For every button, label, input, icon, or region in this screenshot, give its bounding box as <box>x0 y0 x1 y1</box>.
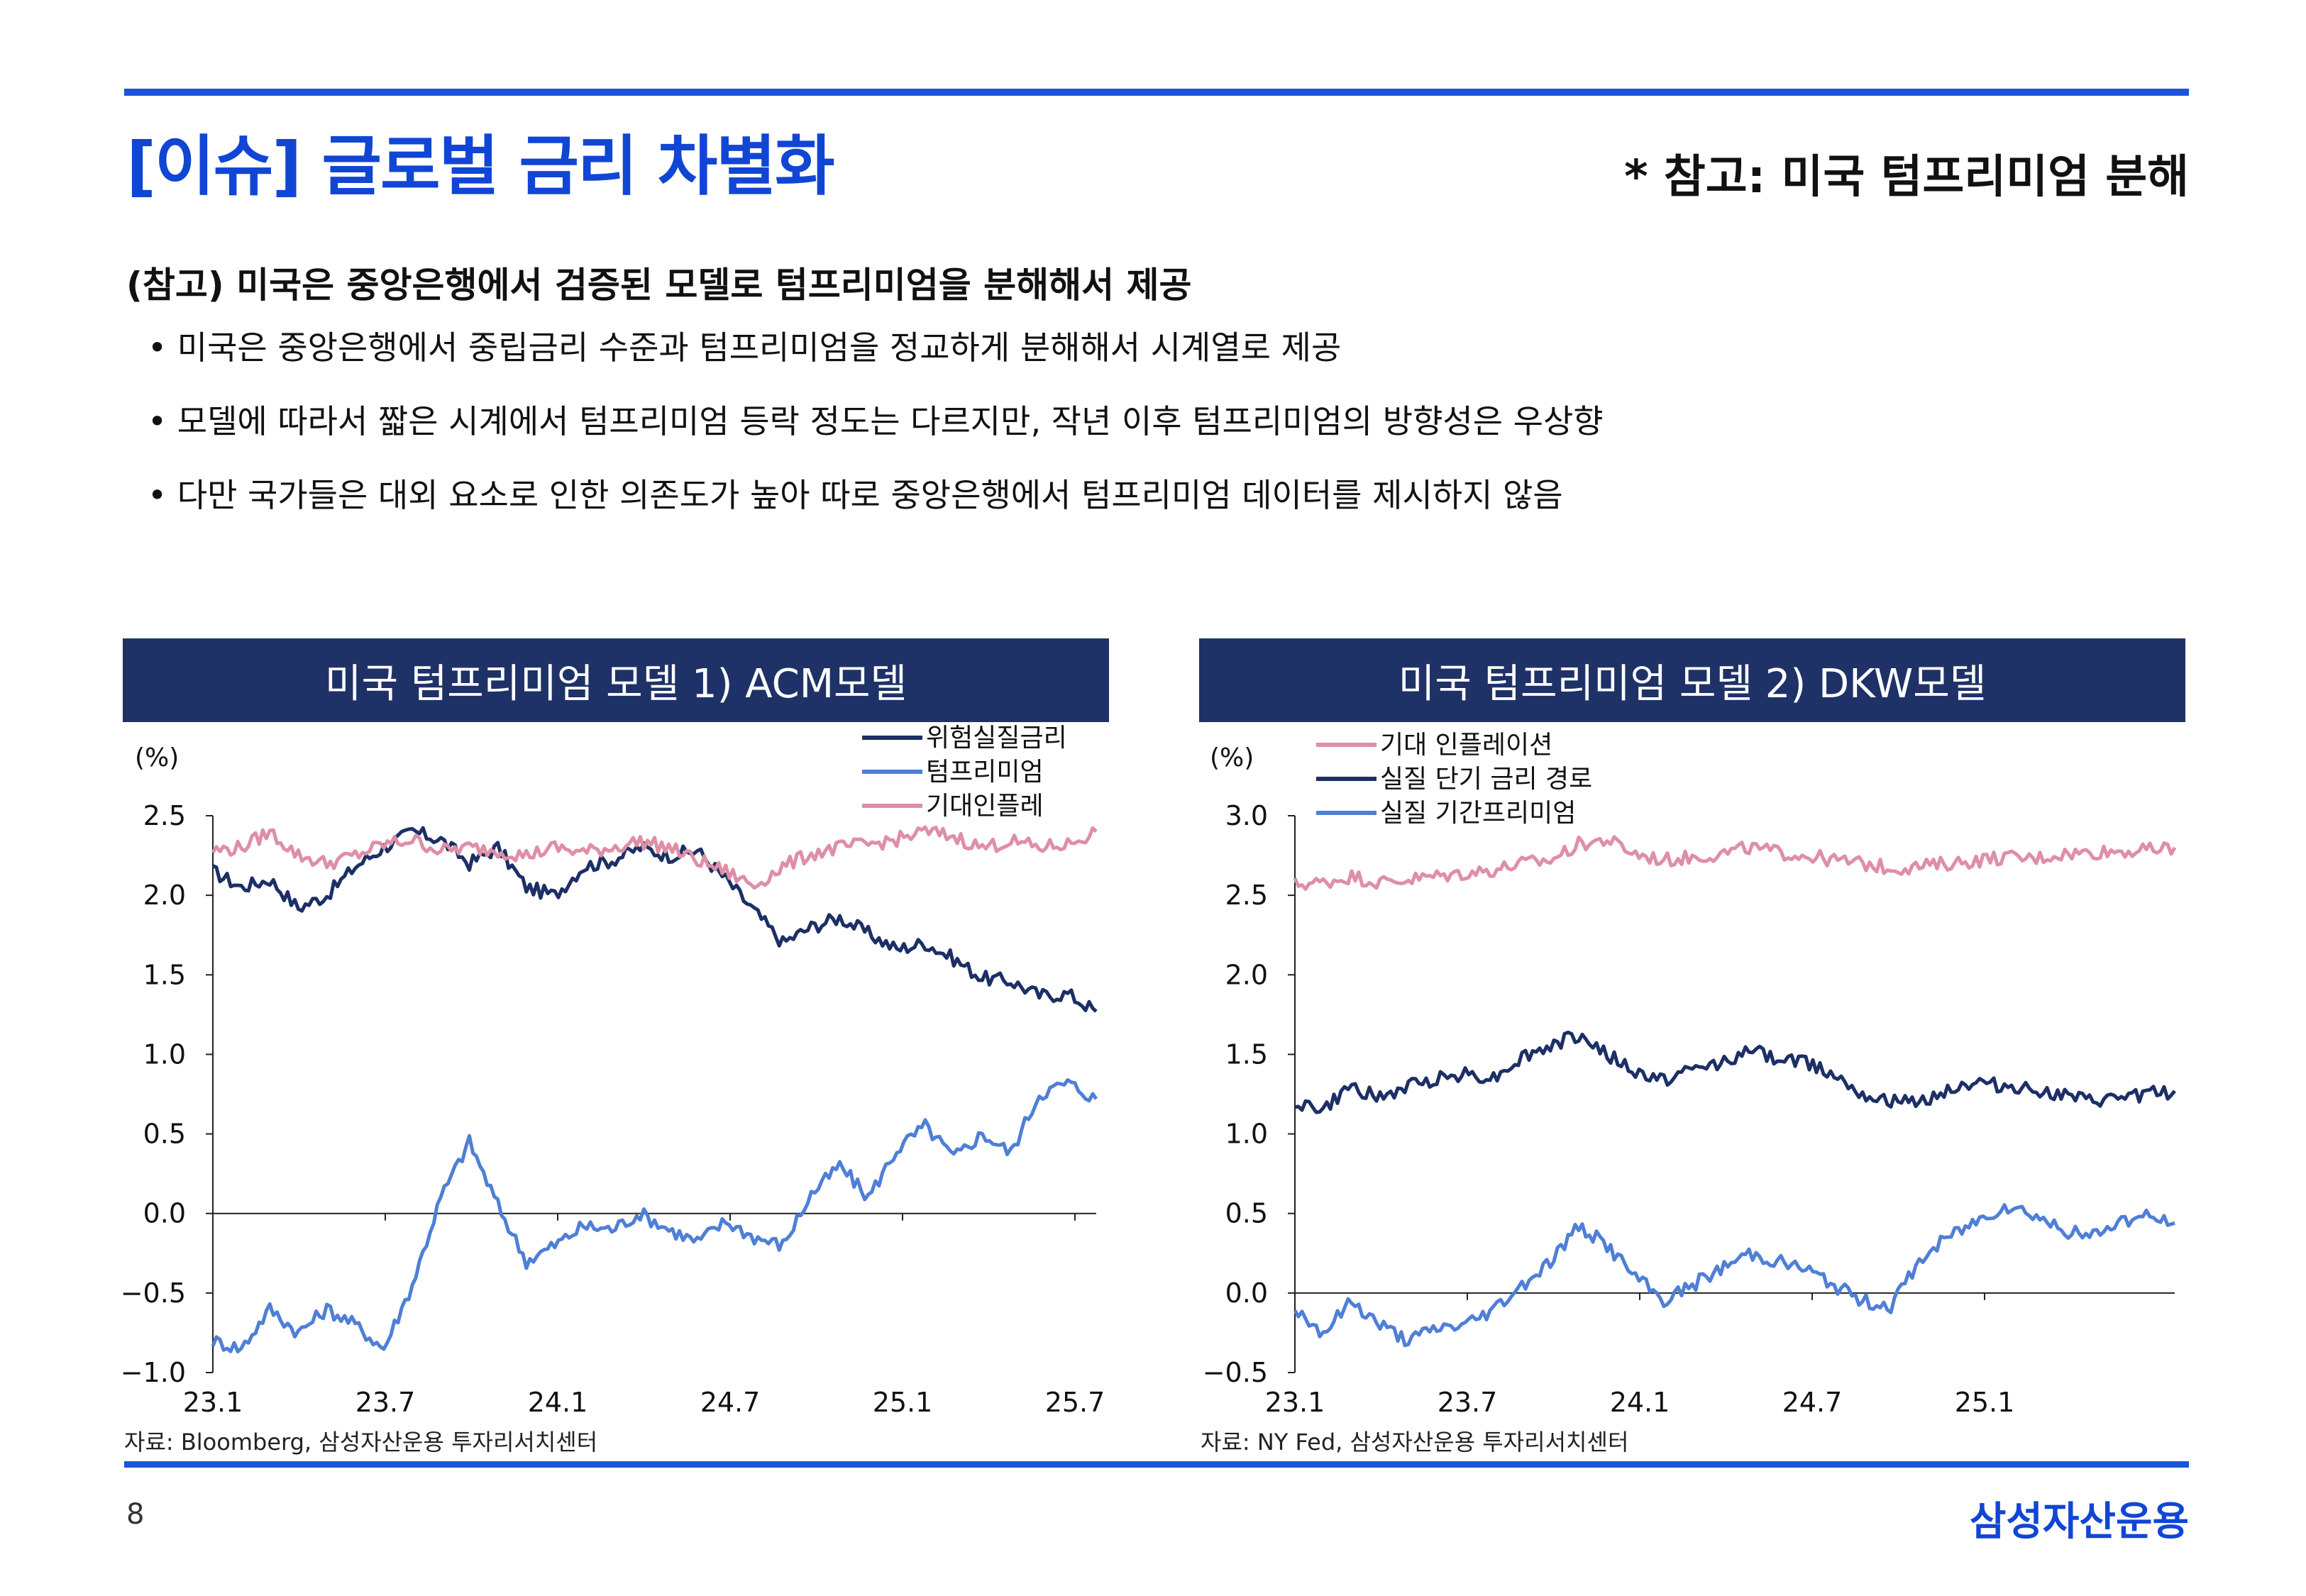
section-heading: (참고) 미국은 중앙은행에서 검증된 모델로 텀프리미엄을 분해해서 제공 <box>126 265 1192 306</box>
chart-title-acm: 미국 텀프리미엄 모델 1) ACM모델 <box>123 638 1109 722</box>
legend-label: 위험실질금리 <box>926 724 1067 753</box>
chart-title-dkw: 미국 텀프리미엄 모델 2) DKW모델 <box>1199 638 2185 722</box>
x-tick-label: 25.1 <box>873 1387 933 1418</box>
y-tick-label: −0.5 <box>121 1278 186 1309</box>
y-tick-label: 0.0 <box>143 1198 186 1229</box>
legend-label: 기대인플레 <box>926 792 1044 821</box>
x-tick-label: 24.1 <box>528 1387 588 1418</box>
series-line-3 <box>211 825 1098 890</box>
y-tick-label: 2.0 <box>143 880 186 911</box>
page-title: [이슈] 글로벌 금리 차별화 <box>126 128 835 204</box>
series-line-1 <box>1293 835 2177 891</box>
y-tick-label: 3.0 <box>1225 800 1268 831</box>
y-tick-label: 2.5 <box>1225 880 1268 911</box>
bottom-divider <box>124 1461 2189 1468</box>
y-tick-label: −0.5 <box>1203 1357 1268 1388</box>
y-tick-label: 0.5 <box>1225 1198 1268 1229</box>
y-tick-label: 1.0 <box>143 1038 186 1070</box>
x-tick-label: 23.7 <box>355 1387 416 1418</box>
y-tick-label: −1.0 <box>121 1357 186 1388</box>
brand-logo: 삼성자산운용 <box>1969 1499 2189 1545</box>
legend-label: 텀프리미엄 <box>926 758 1044 787</box>
page-number: 8 <box>126 1498 145 1531</box>
y-axis-unit-label: (%) <box>135 743 179 772</box>
y-axis-unit-label: (%) <box>1210 743 1254 772</box>
legend-label: 실질 기간프리미엄 <box>1380 799 1576 828</box>
bullet-item: 미국은 중앙은행에서 중립금리 수준과 텀프리미엄을 정교하게 분해해서 시계열… <box>148 326 1604 400</box>
x-tick-label: 25.7 <box>1045 1387 1105 1418</box>
x-tick-label: 23.1 <box>183 1387 243 1418</box>
y-tick-label: 1.5 <box>1225 1038 1268 1070</box>
y-tick-label: 0.0 <box>1225 1278 1268 1309</box>
series-line-1 <box>211 826 1098 1013</box>
chart-source-acm: 자료: Bloomberg, 삼성자산운용 투자리서치센터 <box>124 1429 598 1456</box>
x-tick-label: 23.1 <box>1265 1387 1325 1418</box>
bullet-list: 미국은 중앙은행에서 중립금리 수준과 텀프리미엄을 정교하게 분해해서 시계열… <box>148 326 1604 548</box>
x-tick-label: 24.7 <box>700 1387 761 1418</box>
y-tick-label: 2.5 <box>143 800 186 831</box>
chart-source-dkw: 자료: NY Fed, 삼성자산운용 투자리서치센터 <box>1201 1429 1629 1456</box>
x-tick-label: 25.1 <box>1955 1387 2015 1418</box>
y-tick-label: 0.5 <box>143 1119 186 1150</box>
series-line-2 <box>211 1078 1098 1353</box>
y-tick-label: 1.5 <box>143 959 186 990</box>
series-line-2 <box>1294 1030 2176 1114</box>
legend-label: 실질 단기 금리 경로 <box>1380 765 1592 794</box>
bullet-item: 다만 국가들은 대외 요소로 인한 의존도가 높아 따로 중앙은행에서 텀프리미… <box>148 474 1604 548</box>
y-tick-label: 2.0 <box>1225 959 1268 990</box>
reference-title: * 참고: 미국 텀프리미엄 분해 <box>1624 151 2189 204</box>
x-tick-label: 24.7 <box>1782 1387 1843 1418</box>
top-divider <box>124 89 2189 96</box>
x-tick-label: 24.1 <box>1610 1387 1670 1418</box>
x-tick-label: 23.7 <box>1438 1387 1498 1418</box>
legend-label: 기대 인플레이션 <box>1380 731 1552 760</box>
y-tick-label: 1.0 <box>1225 1119 1268 1150</box>
bullet-item: 모델에 따라서 짧은 시계에서 텀프리미엄 등락 정도는 다르지만, 작년 이후… <box>148 400 1604 474</box>
series-line-3 <box>1293 1203 2175 1348</box>
